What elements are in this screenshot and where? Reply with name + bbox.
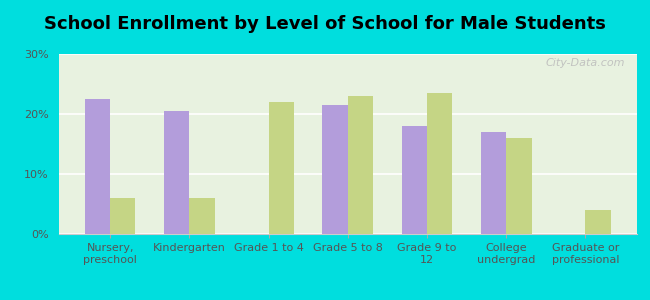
Bar [110,198,135,234]
Bar [427,93,452,234]
Bar [268,102,294,234]
Bar [506,138,532,234]
Bar [481,132,506,234]
Bar [348,96,373,234]
Bar [189,198,214,234]
Bar [164,111,189,234]
Bar [402,126,427,234]
Text: School Enrollment by Level of School for Male Students: School Enrollment by Level of School for… [44,15,606,33]
Bar [84,99,110,234]
Bar [322,105,348,234]
Bar [586,210,611,234]
Text: City-Data.com: City-Data.com [546,58,625,68]
